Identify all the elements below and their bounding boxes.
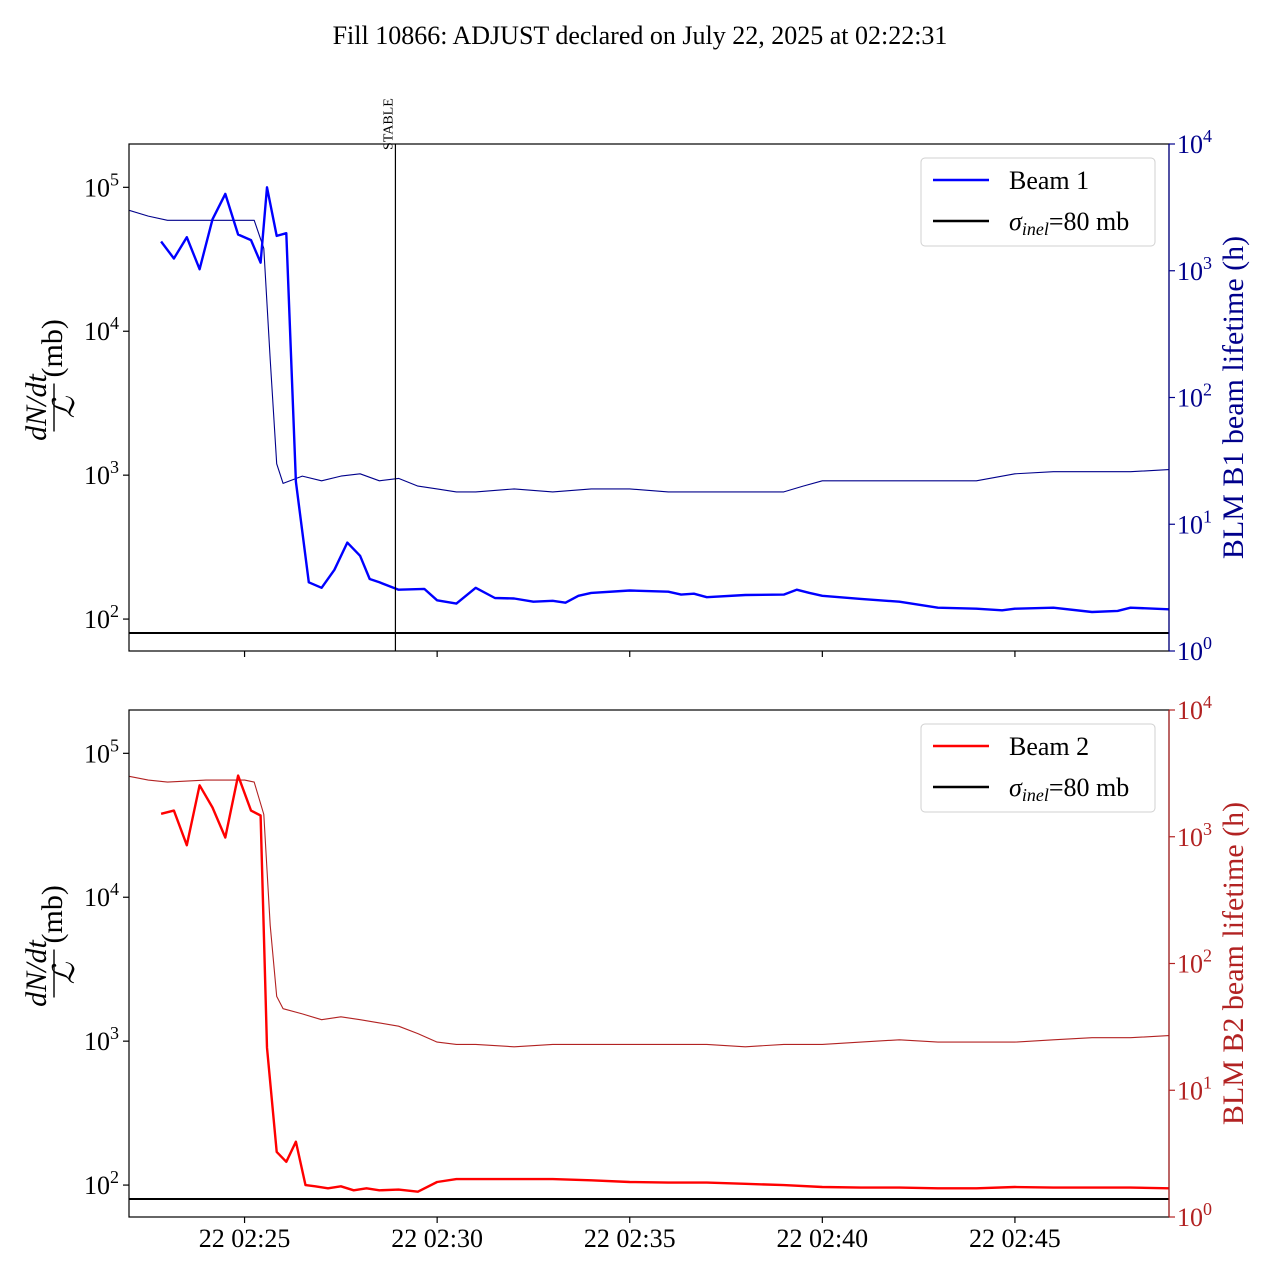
- panel-2: 105 104 103 102 104 103 102 101 100 22 02:25 22 02…: [20, 692, 1250, 1253]
- x-tick-label: 22 02:40: [776, 1224, 868, 1253]
- series-line-blm-b2-beam-lifetime: [129, 775, 1169, 1048]
- right-tick-label: 104: [1177, 126, 1212, 159]
- left-axis-label: dN/dtℒ (mb): [20, 319, 81, 441]
- left-tick-label: 103: [84, 1023, 119, 1056]
- right-tick-label: 103: [1177, 819, 1212, 852]
- left-tick-label: 102: [84, 601, 119, 634]
- series-line-beam-1: [160, 186, 1169, 614]
- ylabel-unit: (mb): [36, 319, 69, 377]
- left-tick-label: 105: [84, 735, 119, 768]
- ylabel-denominator: ℒ: [48, 961, 81, 984]
- ylabel-unit: (mb): [36, 885, 69, 943]
- right-tick-label: 102: [1177, 380, 1212, 413]
- right-tick-label: 104: [1177, 692, 1212, 725]
- right-tick-label: 100: [1177, 633, 1212, 666]
- chart-title: Fill 10866: ADJUST declared on July 22, …: [333, 21, 948, 50]
- right-axis-label: BLM B1 beam lifetime (h): [1217, 236, 1250, 559]
- left-tick-label: 103: [84, 457, 119, 490]
- left-tick-label: 102: [84, 1167, 119, 1200]
- legend-entry: σinel=80 mb: [1009, 207, 1129, 239]
- x-tick-label: 22 02:45: [969, 1224, 1061, 1253]
- panel-1: STABLE 105 104 103 102 104 103 102 101 100 dN/dtℒ (…: [20, 98, 1250, 666]
- chart-panels: STABLE105104103102104103102101100dN/dtℒ(…: [20, 98, 1250, 1253]
- legend-entry: σinel=80 mb: [1009, 773, 1129, 805]
- x-tick-label: 22 02:25: [199, 1224, 291, 1253]
- ylabel-numerator: dN/dt: [20, 939, 53, 1006]
- stable-marker-label: STABLE: [381, 98, 396, 150]
- right-tick-label: 103: [1177, 253, 1212, 286]
- ylabel-denominator: ℒ: [48, 395, 81, 418]
- left-tick-label: 105: [84, 169, 119, 202]
- legend-entry: Beam 2: [1009, 732, 1089, 761]
- right-tick-label: 101: [1177, 1072, 1212, 1105]
- series-line-blm-b1-beam-lifetime: [129, 209, 1169, 493]
- right-tick-label: 100: [1177, 1199, 1212, 1232]
- right-axis-label: BLM B2 beam lifetime (h): [1217, 802, 1250, 1125]
- left-tick-label: 104: [84, 313, 119, 346]
- series-line-beam-2: [160, 774, 1169, 1193]
- right-tick-label: 102: [1177, 946, 1212, 979]
- right-tick-label: 101: [1177, 506, 1212, 539]
- left-axis-label: dN/dtℒ (mb): [20, 885, 81, 1007]
- x-tick-label: 22 02:30: [391, 1224, 483, 1253]
- ylabel-numerator: dN/dt: [20, 373, 53, 440]
- legend-entry: Beam 1: [1009, 166, 1089, 195]
- x-tick-label: 22 02:35: [584, 1224, 676, 1253]
- left-tick-label: 104: [84, 879, 119, 912]
